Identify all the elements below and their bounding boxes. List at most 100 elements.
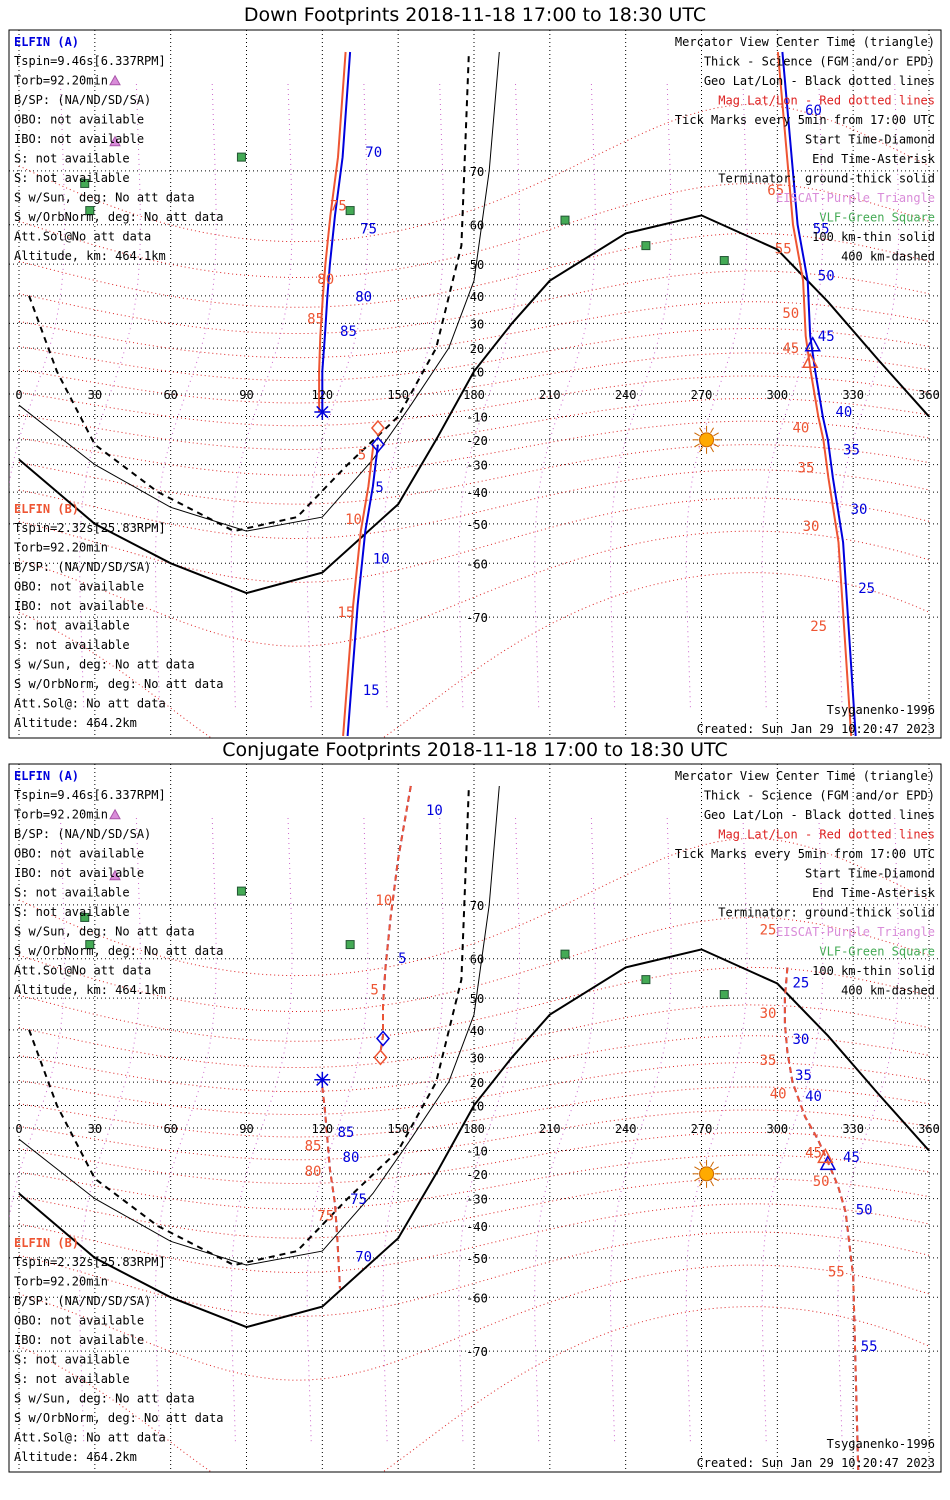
legend-line: Terminator: ground-thick solid [718,906,935,920]
elfin-b-info: Tspin=2.32s[25.83RPM] [14,1255,166,1269]
mag-latitude-line [18,352,930,404]
lat-tick-label: -70 [466,611,488,625]
vlf-site-square [719,256,729,266]
elfin-a-track [346,444,379,737]
elfin-b-track [783,967,860,1471]
down-footprints-title: Down Footprints 2018-11-18 17:00 to 18:3… [243,4,707,26]
lat-tick-label: -20 [466,1168,488,1182]
track-time-label: 25 [760,922,777,938]
vlf-site-square [236,152,246,162]
track-time-label: 75 [330,199,347,215]
elfin-b-name: ELFIN (B) [14,1236,79,1250]
lat-tick-label: -30 [466,459,488,473]
lon-tick-label: 0 [15,388,22,402]
map-area: 10 5 10 5 85 80 75 70 85 80 75 25 30 35 40 45 50 55 25 30 35… [9,764,941,1472]
track-time-label: 30 [851,502,868,518]
elfin-a-info: Torb=92.20min [14,808,108,822]
track-time-label: 5 [375,480,383,496]
lat-tick-label: 20 [470,1076,484,1090]
track-time-label: 40 [805,1089,822,1105]
mag-latitude-line [18,375,930,427]
eiscat-site-triangle [109,74,121,86]
elfin-a-info: IBO: not available [14,132,144,146]
elfin-a-track [781,51,857,737]
elfin-b-info: S: not available [14,1353,130,1367]
track-time-label: 75 [360,221,377,237]
lon-tick-label: 180 [463,388,485,402]
track-time-label: 65 [767,183,784,199]
lat-tick-label: 50 [470,992,484,1006]
vlf-site-square [236,886,246,896]
lon-tick-label: 180 [463,1122,485,1136]
track-time-label: 40 [793,421,810,437]
terminator-thick [18,948,930,1329]
elfin-a-info: IBO: not available [14,866,144,880]
lat-tick-label: 30 [470,1051,484,1065]
track-time-label: 10 [373,551,390,567]
elfin-b-info: S: not available [14,638,130,652]
elfin-b-info: IBO: not available [14,599,144,613]
mag-latitude-line [18,1306,930,1472]
lat-tick-label: 30 [470,317,484,331]
mag-latitude-line [18,572,930,738]
elfin-b-track [318,51,347,412]
lat-tick-label: -30 [466,1193,488,1207]
track-time-label: 25 [858,581,875,597]
elfin-a-info: Torb=92.20min [14,74,108,88]
lat-tick-label: 40 [470,1024,484,1038]
lat-tick-label: 60 [470,953,484,967]
track-time-label: 30 [803,519,820,535]
lon-tick-label: 120 [311,1122,333,1136]
view-center-triangle [804,336,821,352]
lat-tick-label: 10 [470,365,484,379]
map-frame [8,29,942,739]
mag-latitude-line [18,1132,930,1185]
elfin-b-info: B/SP: (NA/ND/SD/SA) [14,560,151,574]
elfin-a-info: Tspin=9.46s[6.337RPM] [14,54,166,68]
track-time-label: 45 [818,329,835,345]
created-timestamp: Created: Sun Jan 29 10:20:47 2023 [697,722,935,736]
track-time-label: 30 [793,1032,810,1048]
mag-latitude-line [18,837,930,977]
track-time-label: 55 [775,241,792,257]
legend-line: Start Time-Diamond [805,867,935,881]
vlf-site-square [85,206,95,216]
view-center-triangle [801,352,819,369]
track-time-label: 55 [828,1264,845,1280]
elfin-b-info: S w/OrbNorm, deg: No att data [14,677,224,691]
track-time-label: 60 [805,103,822,119]
map-panel-conjugate: 10 5 10 5 85 80 75 70 85 80 75 25 30 35 40 45 50 55 25 30 35… [8,763,942,1473]
elfin-a-name: ELFIN (A) [14,769,79,783]
track-time-label: 85 [305,1139,322,1155]
legend-line: EISCAT-Purple Triangle [776,191,935,205]
mag-latitude-line [18,103,930,243]
legend-line: EISCAT-Purple Triangle [776,925,935,939]
elfin-b-info: Att.Sol@: No att data [14,697,166,711]
track-time-label: 80 [343,1150,360,1166]
lat-tick-label: -40 [466,1220,488,1234]
start-diamond-marker [376,1030,390,1047]
elfin-b-info: S w/Sun, deg: No att data [14,1392,195,1406]
legend-line: End Time-Asterisk [812,152,936,166]
track-time-label: 35 [795,1068,812,1084]
lat-tick-label: -10 [466,411,488,425]
track-time-label: 25 [793,975,810,991]
elfin-a-info: Altitude, km: 464.1km [14,249,166,263]
track-time-label: 35 [843,442,860,458]
track-time-label: 55 [861,1339,878,1355]
track-time-label: 50 [782,306,799,322]
legend-line: 400 km-dashed [841,250,935,264]
track-time-label: 50 [813,1174,830,1190]
lon-tick-label: 150 [387,388,409,402]
elfin-a-info: S: not available [14,171,130,185]
track-time-label: 40 [770,1087,787,1103]
lat-tick-label: -70 [466,1345,488,1359]
elfin-a-info: S w/OrbNorm, deg: No att data [14,210,224,224]
start-diamond-marker [370,419,385,437]
track-time-label: 80 [305,1164,322,1180]
elfin-a-info: S: not available [14,886,130,900]
terminator-dashed [28,51,470,533]
lon-tick-label: 240 [615,388,637,402]
sun-icon [692,1159,721,1188]
track-time-label: 70 [355,1249,372,1265]
